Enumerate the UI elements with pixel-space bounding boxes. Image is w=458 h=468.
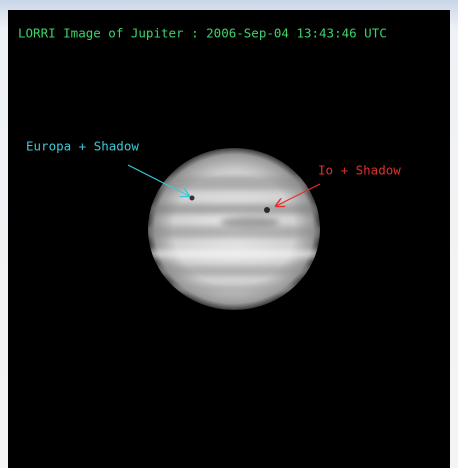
europa-shadow — [189, 195, 195, 201]
annotation-arrow — [127, 164, 189, 196]
io-shadow — [264, 207, 270, 213]
annotation-label: Europa + Shadow — [26, 139, 139, 154]
annotation-label: Io + Shadow — [318, 163, 401, 178]
title: LORRI Image of Jupiter : 2006-Sep-04 13:… — [18, 26, 387, 41]
annotation-arrow — [276, 183, 321, 206]
